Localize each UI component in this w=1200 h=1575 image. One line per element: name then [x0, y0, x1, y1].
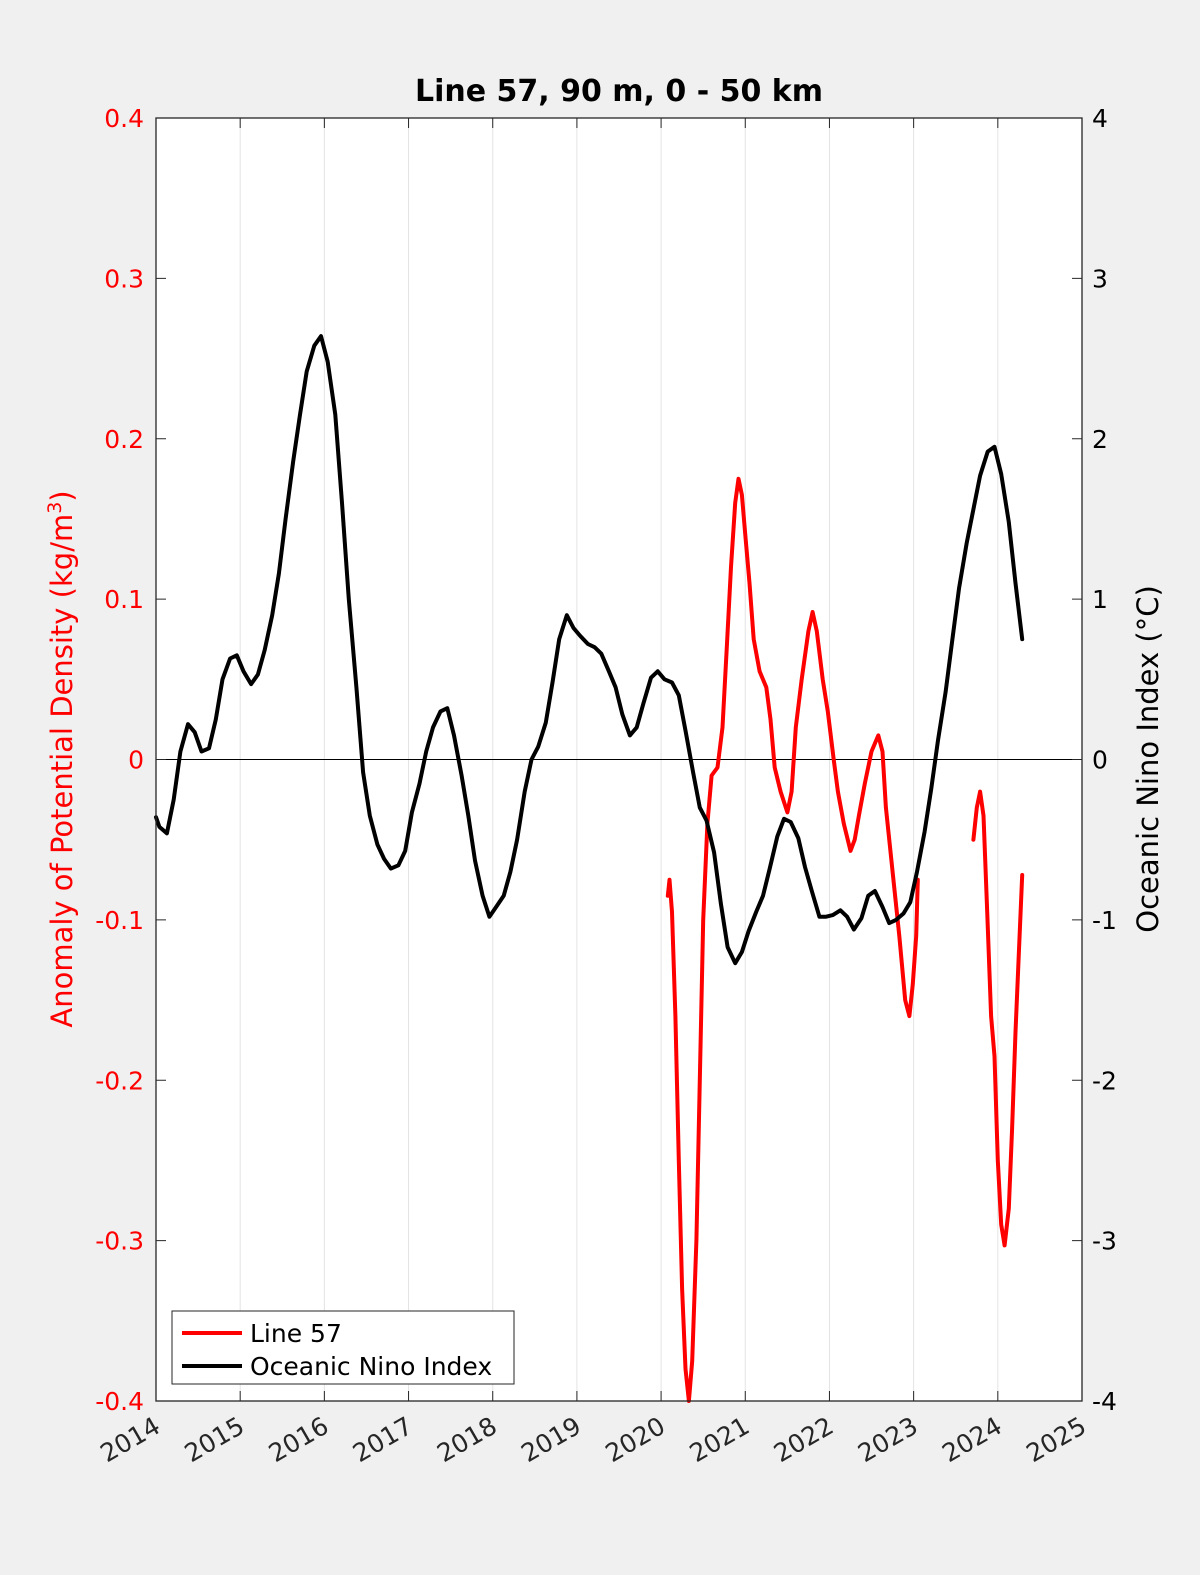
series-line-oceanic-nino-index-segment-1 — [154, 334, 1025, 966]
right-tick-label: 0 — [1092, 746, 1108, 775]
right-axis: -4 -3 -2 -1 0 1 2 3 4 — [1072, 104, 1117, 1416]
right-tick-label: 3 — [1092, 264, 1108, 293]
right-tick-label: -1 — [1092, 906, 1117, 935]
series-layer — [154, 334, 1025, 1403]
x-tick-label: 2019 — [516, 1411, 586, 1468]
left-tick-label: -0.3 — [95, 1227, 144, 1256]
right-tick-label: -2 — [1092, 1066, 1117, 1095]
left-axis-label: Anomaly of Potential Density (kg/m3) — [44, 490, 79, 1027]
legend-label-oni: Oceanic Nino Index — [250, 1352, 492, 1381]
x-tick-label: 2022 — [769, 1411, 839, 1468]
right-axis-label: Oceanic Nino Index (°C) — [1131, 585, 1165, 933]
legend: Line 57 Oceanic Nino Index — [171, 1310, 515, 1385]
right-tick-label: 2 — [1092, 425, 1108, 454]
x-tick-label: 2020 — [600, 1411, 670, 1468]
x-tick-label: 2023 — [853, 1411, 923, 1468]
left-tick-label: -0.1 — [95, 906, 144, 935]
series-line-line-57-segment-2 — [971, 789, 1025, 1248]
left-axis: -0.4 -0.3 -0.2 -0.1 0 0.1 0.2 0.3 0.4 — [95, 104, 166, 1416]
left-axis-label-main: Anomaly of Potential Density (kg/m — [45, 514, 79, 1028]
legend-box — [171, 1310, 515, 1385]
x-tick-label: 2021 — [685, 1411, 755, 1468]
x-tick-label: 2016 — [264, 1411, 334, 1468]
x-tick-label: 2024 — [937, 1411, 1007, 1468]
left-tick-label: 0.3 — [104, 264, 144, 293]
legend-label-line-57: Line 57 — [250, 1319, 342, 1348]
left-tick-label: 0.1 — [104, 585, 144, 614]
left-tick-label: 0 — [128, 746, 144, 775]
x-tick-label: 2017 — [348, 1411, 418, 1468]
left-tick-label: 0.2 — [104, 425, 144, 454]
left-tick-label: -0.2 — [95, 1066, 144, 1095]
series-line-line-57-segment-1 — [665, 476, 920, 1403]
x-tick-label: 2018 — [432, 1411, 502, 1468]
x-tick-label: 2025 — [1021, 1411, 1091, 1468]
x-tick-label: 2015 — [180, 1411, 250, 1468]
left-tick-label: -0.4 — [95, 1387, 144, 1416]
chart-title: Line 57, 90 m, 0 - 50 km — [415, 74, 823, 109]
left-axis-label-end: ) — [45, 490, 79, 501]
x-tick-label: 2014 — [95, 1411, 165, 1468]
left-tick-label: 0.4 — [104, 104, 144, 133]
right-tick-label: 1 — [1092, 585, 1108, 614]
right-tick-label: -4 — [1092, 1387, 1117, 1416]
left-axis-label-sup: 3 — [44, 502, 66, 514]
right-tick-label: 4 — [1092, 104, 1108, 133]
right-tick-label: -3 — [1092, 1227, 1117, 1256]
